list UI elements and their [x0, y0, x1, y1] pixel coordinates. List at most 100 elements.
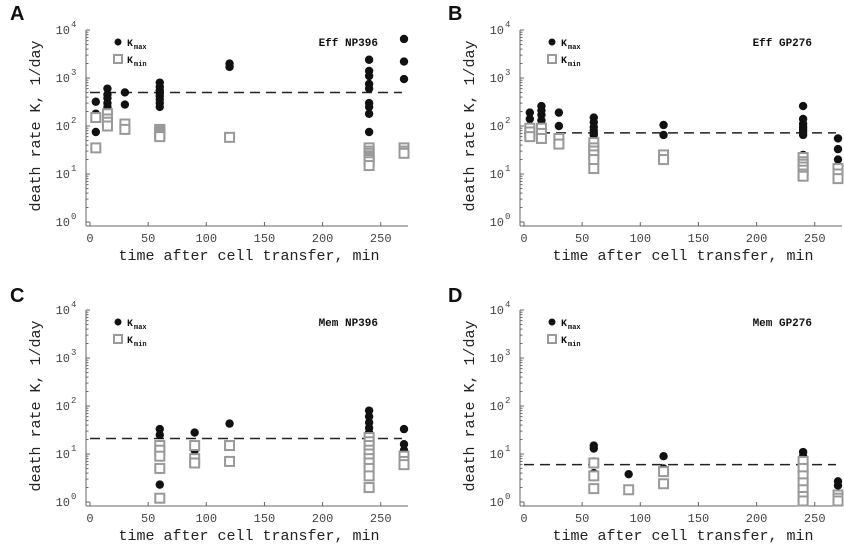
y-tick-exponent: 0: [505, 212, 510, 222]
y-tick-label: 10: [56, 400, 70, 414]
kmin-point: [398, 459, 410, 471]
x-tick-label: 50: [575, 232, 589, 246]
y-tick-exponent: 4: [71, 300, 76, 310]
y-tick-exponent: 3: [71, 348, 76, 358]
y-tick-exponent: 0: [505, 492, 510, 502]
kmin-point: [588, 457, 600, 469]
legend-kmax-sub: max: [568, 44, 581, 52]
y-tick-label: 10: [490, 216, 504, 230]
y-tick-label: 10: [56, 24, 70, 38]
y-tick-label: 10: [56, 216, 70, 230]
panel-title: Mem GP276: [753, 318, 812, 330]
y-axis-label: death rate K, 1/day: [28, 40, 45, 211]
kmin-point: [119, 123, 131, 135]
y-tick-exponent: 1: [505, 444, 510, 454]
kmax-point: [833, 481, 843, 490]
y-tick-label: 10: [56, 168, 70, 182]
kmin-point: [658, 478, 670, 490]
kmin-point: [524, 131, 536, 143]
kmax-point: [225, 419, 234, 428]
x-tick-label: 50: [141, 232, 155, 246]
kmin-point: [832, 173, 844, 185]
kmax-point: [155, 430, 164, 440]
legend-kmin-marker: [113, 334, 123, 344]
x-tick-label: 50: [141, 512, 155, 526]
x-tick-label: 150: [688, 232, 710, 246]
x-tick-label: 250: [370, 512, 392, 526]
y-tick-label: 10: [56, 72, 70, 86]
x-tick-label: 150: [688, 512, 710, 526]
x-tick-label: 0: [86, 232, 93, 246]
panel-title: Eff NP396: [319, 38, 378, 50]
y-tick-exponent: 4: [71, 20, 76, 30]
kmax-point: [364, 406, 374, 415]
y-tick-exponent: 1: [71, 444, 76, 454]
kmin-point: [588, 470, 600, 482]
x-tick-label: 250: [804, 512, 826, 526]
kmax-point: [364, 84, 374, 93]
kmax-point: [399, 74, 409, 84]
panel-letter: B: [448, 3, 462, 25]
kmax-point: [798, 101, 808, 111]
y-tick-exponent: 3: [71, 68, 76, 78]
y-tick-label: 10: [490, 120, 504, 134]
y-tick-label: 10: [490, 304, 504, 318]
y-tick-label: 10: [56, 496, 70, 510]
kmax-point: [399, 57, 409, 66]
x-tick-label: 100: [195, 512, 217, 526]
y-tick-exponent: 1: [505, 164, 510, 174]
legend-kmin-marker: [547, 334, 557, 344]
kmin-point: [588, 163, 600, 175]
panel-letter: D: [448, 285, 462, 307]
y-tick-label: 10: [490, 352, 504, 366]
kmax-point: [659, 130, 668, 140]
kmax-point: [399, 424, 409, 434]
kmin-point: [363, 160, 375, 172]
kmax-point: [91, 97, 101, 106]
x-axis-label: time after cell transfer, min: [552, 248, 813, 265]
kmax-point: [120, 100, 130, 109]
legend-kmax-sub: max: [568, 324, 581, 332]
kmax-point: [833, 134, 843, 143]
y-tick-label: 10: [56, 120, 70, 134]
kmin-point: [224, 131, 236, 143]
kmax-point: [399, 34, 409, 44]
kmin-point: [154, 492, 166, 504]
y-tick-exponent: 2: [71, 396, 76, 406]
kmin-point: [588, 483, 600, 495]
y-tick-label: 10: [56, 304, 70, 318]
legend-kmin-label: K: [561, 336, 567, 347]
kmax-point: [120, 88, 130, 97]
y-tick-label: 10: [490, 496, 504, 510]
x-tick-label: 50: [575, 512, 589, 526]
x-tick-label: 250: [370, 232, 392, 246]
y-tick-label: 10: [490, 24, 504, 38]
kmin-point: [588, 154, 600, 166]
kmin-point: [553, 138, 565, 150]
kmin-point: [154, 462, 166, 474]
kmax-point: [798, 130, 808, 140]
panel-letter: A: [10, 3, 24, 25]
kmax-point: [364, 109, 374, 118]
x-tick-label: 0: [520, 232, 527, 246]
y-tick-exponent: 0: [71, 212, 76, 222]
x-axis-label: time after cell transfer, min: [552, 528, 813, 545]
kmax-point: [364, 127, 374, 137]
legend-kmax-label: K: [127, 39, 133, 50]
kmax-point: [659, 451, 668, 461]
kmin-point: [658, 154, 670, 166]
kmax-point: [589, 444, 598, 453]
kmax-point: [659, 120, 668, 130]
kmin-point: [154, 450, 166, 462]
kmax-point: [537, 116, 546, 125]
kmin-point: [90, 142, 102, 154]
y-tick-exponent: 2: [505, 116, 510, 126]
kmin-point: [224, 455, 236, 467]
kmin-point: [797, 170, 809, 182]
kmax-point: [364, 71, 374, 81]
legend-kmin-label: K: [127, 336, 133, 347]
